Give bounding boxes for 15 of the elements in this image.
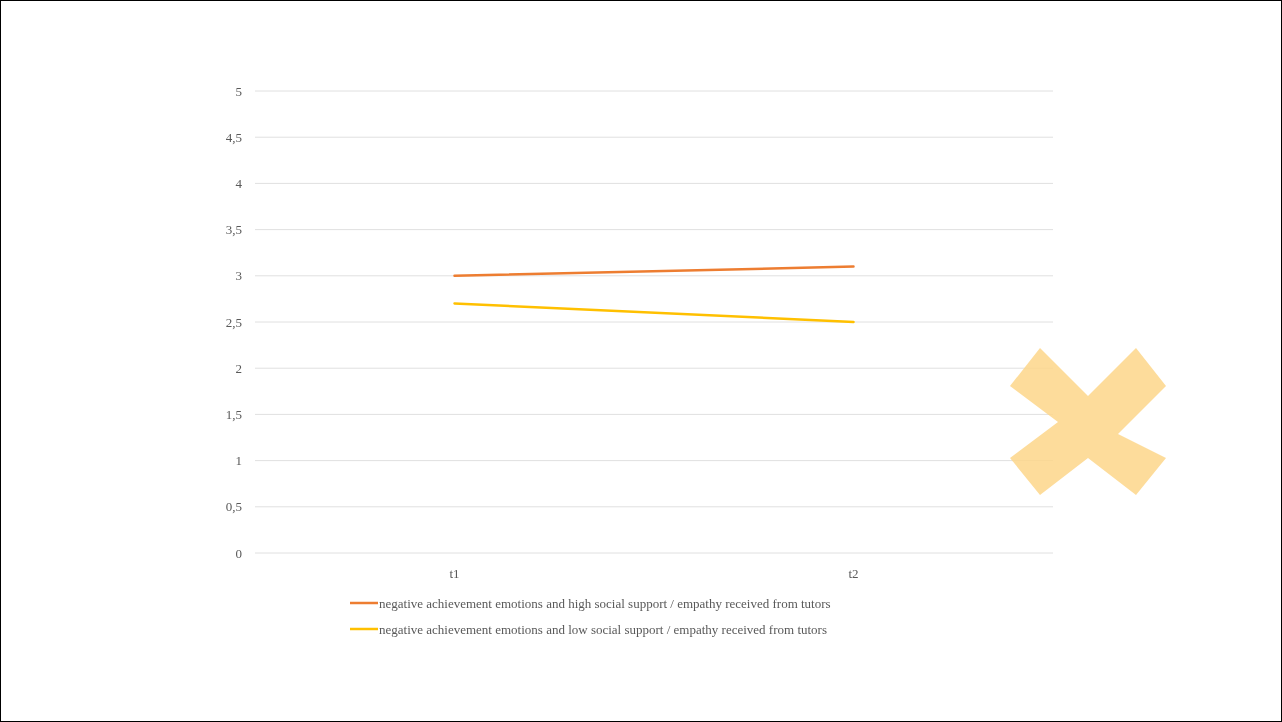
y-tick-label: 0 — [235, 545, 242, 561]
y-tick-label: 1,5 — [225, 406, 242, 422]
legend-label: negative achievement emotions and low social support / empathy received from tutors — [379, 621, 828, 637]
y-tick-label: 3 — [235, 268, 242, 284]
y-tick-label: 4 — [235, 175, 243, 191]
y-tick-label: 3,5 — [225, 222, 242, 238]
x-tick-label: t1 — [449, 566, 460, 581]
y-tick-label: 2 — [235, 360, 242, 376]
y-tick-label: 4,5 — [225, 129, 242, 145]
legend-label: negative achievement emotions and high social support / empathy received from tutors — [379, 595, 831, 611]
y-tick-label: 0,5 — [225, 499, 242, 515]
y-tick-label: 1 — [235, 453, 242, 469]
y-tick-label: 5 — [235, 83, 242, 99]
y-tick-label: 2,5 — [225, 314, 242, 330]
x-tick-label: t2 — [848, 566, 859, 581]
